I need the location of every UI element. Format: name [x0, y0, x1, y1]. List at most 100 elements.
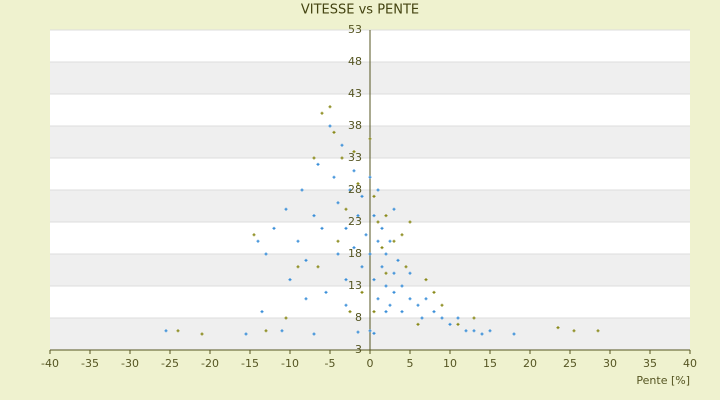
scatter-point — [344, 278, 348, 282]
y-tick-label: 13 — [348, 279, 362, 292]
scatter-point — [344, 226, 348, 230]
scatter-point — [572, 329, 576, 333]
x-tick-label: 30 — [603, 357, 617, 370]
scatter-point — [464, 329, 468, 333]
scatter-point — [312, 214, 316, 218]
scatter-point — [384, 252, 388, 256]
scatter-point — [296, 239, 300, 243]
scatter-point — [400, 233, 404, 237]
scatter-point — [328, 124, 332, 128]
x-tick-label: 35 — [643, 357, 657, 370]
scatter-point — [424, 278, 428, 282]
scatter-point — [288, 278, 292, 282]
scatter-point — [320, 111, 324, 115]
scatter-point — [360, 290, 364, 294]
y-tick-label: 8 — [355, 311, 362, 324]
scatter-point — [420, 316, 424, 320]
scatter-point — [416, 322, 420, 326]
scatter-point — [416, 303, 420, 307]
scatter-point — [384, 214, 388, 218]
scatter-point — [380, 246, 384, 250]
x-tick-label: -20 — [201, 357, 219, 370]
x-tick-label: 10 — [443, 357, 457, 370]
x-tick-label: 0 — [367, 357, 374, 370]
scatter-point — [384, 284, 388, 288]
scatter-point — [200, 332, 204, 336]
scatter-point — [304, 297, 308, 301]
scatter-point — [408, 297, 412, 301]
scatter-point — [304, 258, 308, 262]
scatter-point — [360, 194, 364, 198]
scatter-point — [456, 322, 460, 326]
scatter-point — [384, 271, 388, 275]
scatter-point — [360, 265, 364, 269]
x-tick-label: -30 — [121, 357, 139, 370]
scatter-point — [336, 239, 340, 243]
x-tick-label: 15 — [483, 357, 497, 370]
scatter-point — [372, 331, 376, 335]
x-tick-label: -25 — [161, 357, 179, 370]
scatter-point — [252, 233, 256, 237]
scatter-point — [260, 310, 264, 314]
y-tick-label: 33 — [348, 151, 362, 164]
scatter-point — [512, 332, 516, 336]
scatter-point — [432, 310, 436, 314]
scatter-point — [372, 214, 376, 218]
scatter-point — [300, 188, 304, 192]
scatter-point — [312, 332, 316, 336]
scatter-point — [176, 329, 180, 333]
scatter-point — [284, 316, 288, 320]
y-tick-label: 18 — [348, 247, 362, 260]
scatter-point — [316, 162, 320, 166]
scatter-point — [432, 290, 436, 294]
scatter-point — [368, 175, 372, 179]
scatter-point — [296, 265, 300, 269]
scatter-point — [372, 194, 376, 198]
scatter-point — [284, 207, 288, 211]
scatter-point — [348, 188, 352, 192]
x-tick-label: 25 — [563, 357, 577, 370]
scatter-point — [324, 290, 328, 294]
scatter-point — [372, 310, 376, 314]
scatter-point — [348, 310, 352, 314]
scatter-point — [388, 239, 392, 243]
scatter-point — [368, 252, 372, 256]
scatter-point — [408, 271, 412, 275]
x-tick-label: -35 — [81, 357, 99, 370]
scatter-point — [164, 329, 168, 333]
scatter-point — [344, 207, 348, 211]
scatter-point — [344, 303, 348, 307]
y-tick-label: 23 — [348, 215, 362, 228]
scatter-point — [352, 169, 356, 173]
x-tick-label: 40 — [683, 357, 697, 370]
scatter-point — [404, 265, 408, 269]
scatter-point — [332, 130, 336, 134]
scatter-point — [316, 265, 320, 269]
scatter-point — [472, 316, 476, 320]
scatter-point — [340, 143, 344, 147]
scatter-point — [448, 322, 452, 326]
y-tick-label: 38 — [348, 119, 362, 132]
scatter-point — [376, 297, 380, 301]
scatter-point — [380, 226, 384, 230]
scatter-point — [400, 310, 404, 314]
scatter-point — [488, 329, 492, 333]
scatter-point — [336, 201, 340, 205]
scatter-point — [312, 156, 316, 160]
scatter-point — [328, 105, 332, 109]
scatter-point — [392, 290, 396, 294]
x-tick-label: 20 — [523, 357, 537, 370]
x-axis-label: Pente [%] — [636, 374, 690, 387]
x-tick-label: -15 — [241, 357, 259, 370]
scatter-point — [388, 303, 392, 307]
scatter-point — [332, 175, 336, 179]
scatter-point — [596, 329, 600, 333]
scatter-point — [356, 214, 360, 218]
y-tick-label: 48 — [348, 55, 362, 68]
scatter-point — [556, 326, 560, 330]
y-tick-label: 3 — [355, 343, 362, 356]
scatter-point — [376, 239, 380, 243]
scatter-point — [364, 233, 368, 237]
scatter-point — [264, 252, 268, 256]
